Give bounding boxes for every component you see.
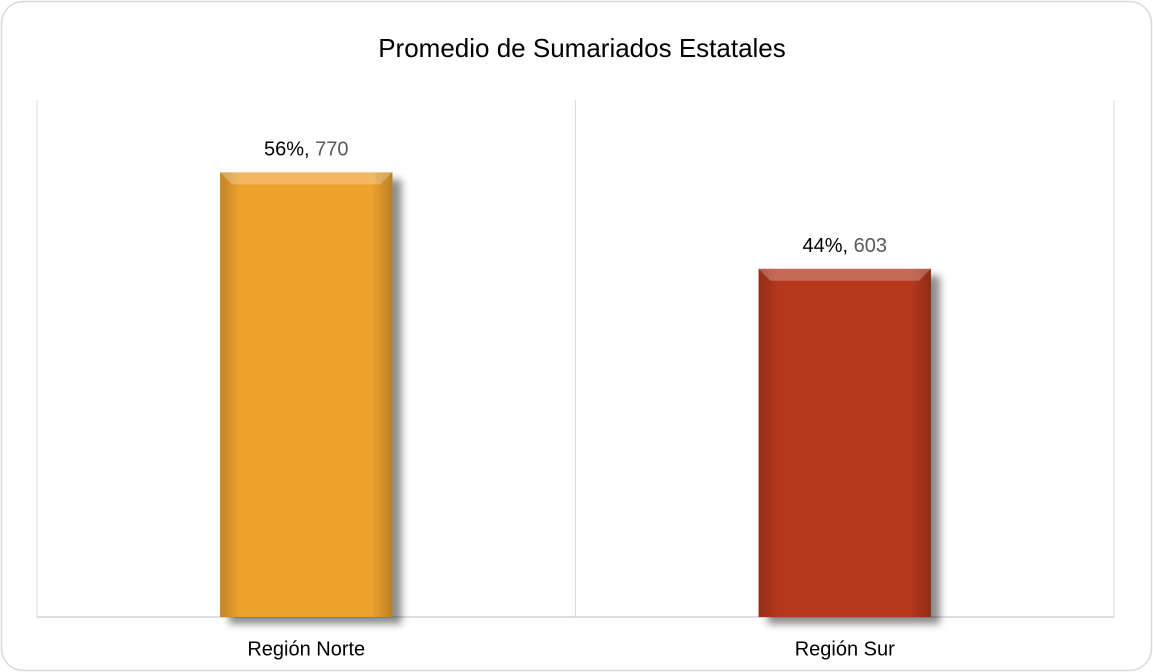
bar-bevel-top [758, 268, 931, 281]
data-label: 44%, 603 [802, 235, 887, 257]
chart-title: Promedio de Sumariados Estatales [378, 33, 786, 63]
x-tick-label: Región Norte [247, 638, 365, 660]
x-tick-label: Región Sur [795, 638, 895, 660]
data-label: 56%, 770 [264, 139, 349, 161]
bar-bevel-top [220, 172, 393, 185]
bar-bevel [758, 268, 931, 617]
bar-bevel [220, 172, 393, 617]
